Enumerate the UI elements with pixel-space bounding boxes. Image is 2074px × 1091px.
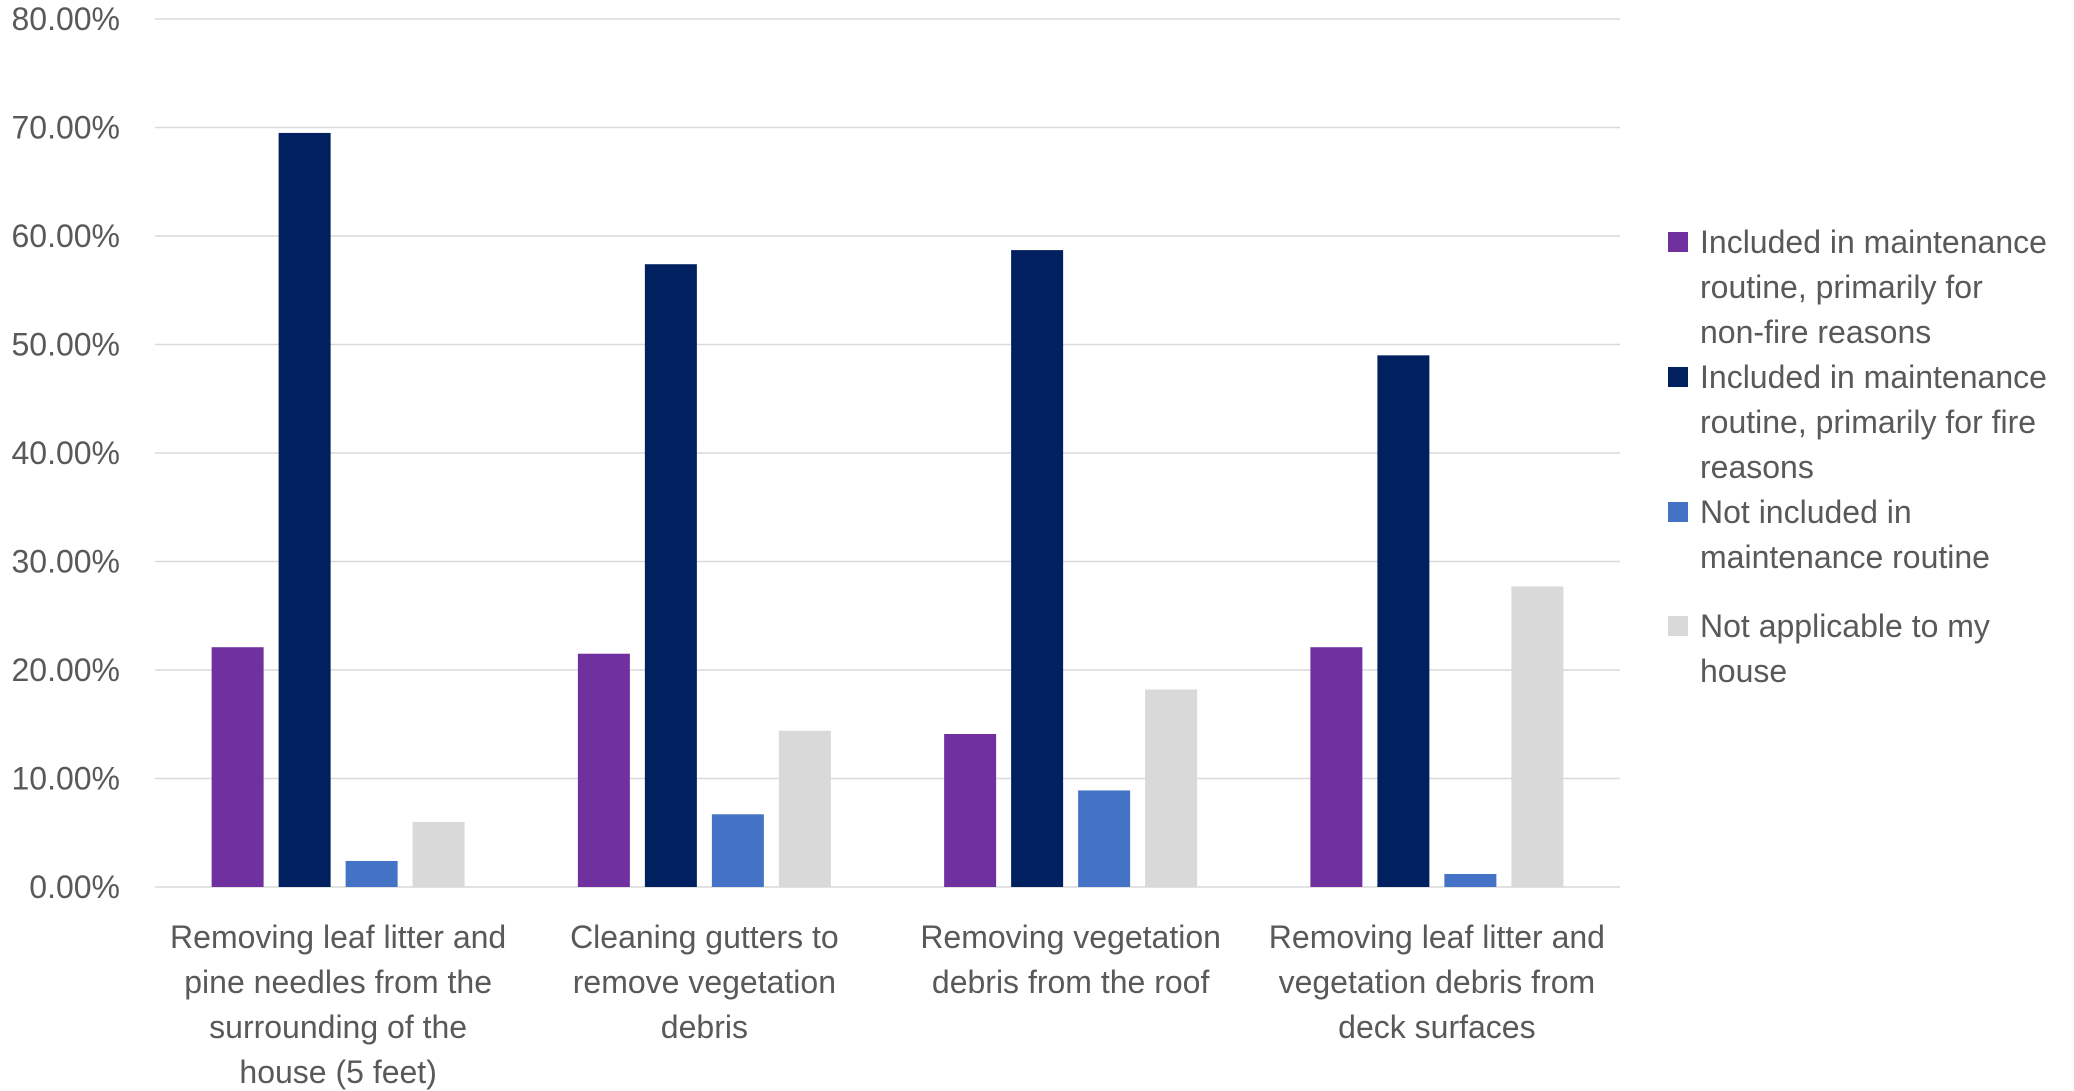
bar [278, 132, 331, 888]
legend-item: Included in maintenance routine, primaril… [1668, 355, 2074, 490]
bar [1511, 586, 1564, 887]
bar [1444, 873, 1497, 887]
bar [644, 264, 697, 888]
legend-label-line: reasons [1700, 449, 1814, 485]
x-category-label: Removing leaf litter and pine needles fro… [170, 919, 506, 1090]
bar [577, 653, 630, 887]
x-category-label: Removing vegetation debris from the roof [920, 919, 1221, 1000]
legend-swatch [1668, 232, 1688, 252]
bar [211, 647, 264, 887]
legend-item: Not applicable to my house [1668, 604, 2074, 694]
y-tick-label: 50.00% [11, 327, 120, 363]
legend-label-line: routine, primarily for [1700, 269, 1983, 305]
legend-label-line: house [1700, 653, 1788, 689]
y-tick-label: 40.00% [11, 435, 120, 471]
legend-label-line: maintenance routine [1700, 539, 1990, 575]
bar [1310, 647, 1363, 887]
bar-chart: 0.00% 10.00% 20.00% 30.00% 40.00% 50.00% 60.00… [11, 1, 1620, 1090]
y-tick-label: 80.00% [11, 1, 120, 37]
chart-legend: Included in maintenance routine, primaril… [1668, 220, 2074, 694]
bar [345, 860, 398, 887]
legend-item: Not included in maintenance routine [1668, 490, 2074, 580]
y-tick-label: 30.00% [11, 544, 120, 580]
legend-label-line: Included in maintenance [1700, 224, 2047, 260]
y-tick-label: 60.00% [11, 218, 120, 254]
legend-label-line: Not applicable to my [1700, 608, 1990, 644]
x-category-label: Removing leaf litter and vegetation debri… [1269, 919, 1605, 1045]
bar [1078, 790, 1131, 887]
legend-item: Included in maintenance routine, primaril… [1668, 220, 2074, 355]
bar [1145, 689, 1198, 887]
legend-swatch [1668, 616, 1688, 636]
legend-label-line: Included in maintenance [1700, 359, 2047, 395]
y-tick-label: 0.00% [29, 869, 120, 905]
legend-label-line: routine, primarily for fire [1700, 404, 2037, 440]
legend-swatch [1668, 502, 1688, 522]
bar [1377, 355, 1430, 888]
y-tick-label: 10.00% [11, 761, 120, 797]
bar [711, 814, 764, 887]
bar [778, 730, 831, 887]
legend-label-line: Not included in [1700, 494, 1912, 530]
legend-label-line: non-fire reasons [1700, 314, 1932, 350]
y-tick-label: 20.00% [11, 652, 120, 688]
bar [944, 734, 997, 887]
y-tick-label: 70.00% [11, 110, 120, 146]
bar [412, 821, 465, 887]
legend-swatch [1668, 367, 1688, 387]
x-category-label: Cleaning gutters to remove vegetation debr… [570, 919, 839, 1045]
bar [1011, 250, 1064, 888]
